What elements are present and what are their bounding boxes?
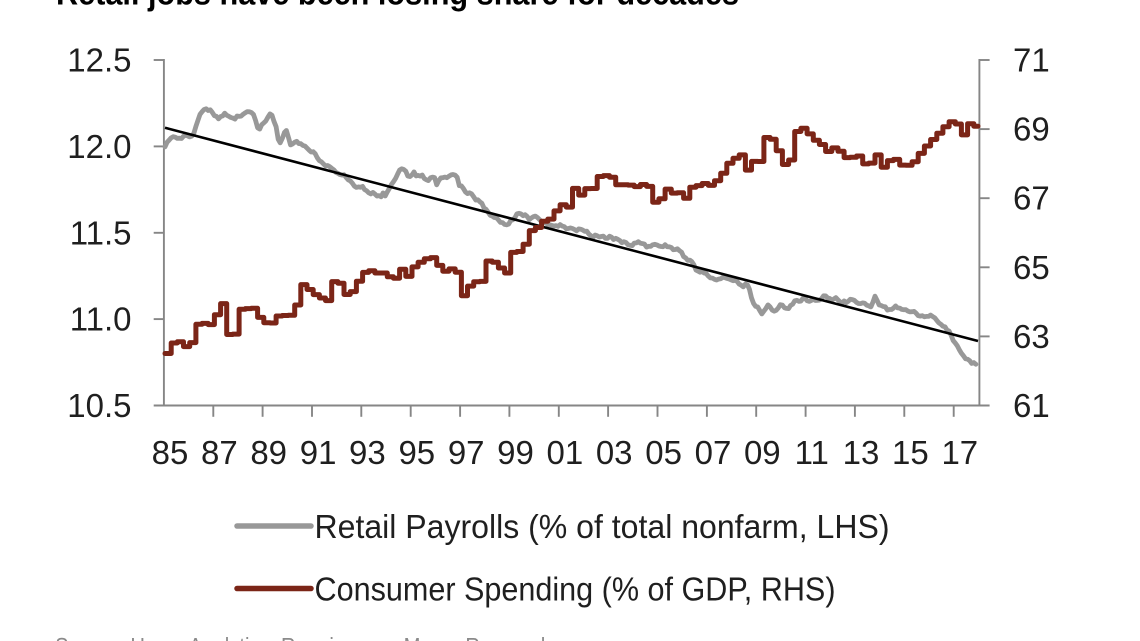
svg-text:05: 05: [645, 434, 682, 471]
svg-text:09: 09: [744, 434, 781, 471]
svg-text:13: 13: [843, 434, 880, 471]
svg-text:17: 17: [941, 434, 978, 471]
svg-text:93: 93: [349, 434, 386, 471]
svg-text:71: 71: [1013, 42, 1050, 79]
svg-text:97: 97: [448, 434, 485, 471]
svg-text:10.5: 10.5: [67, 387, 131, 424]
svg-text:67: 67: [1013, 180, 1050, 217]
svg-text:01: 01: [547, 434, 584, 471]
svg-text:11.0: 11.0: [70, 301, 132, 338]
svg-text:15: 15: [892, 434, 929, 471]
svg-text:07: 07: [695, 434, 732, 471]
svg-text:85: 85: [152, 434, 189, 471]
svg-text:65: 65: [1013, 249, 1050, 286]
svg-text:89: 89: [250, 434, 287, 471]
svg-text:03: 03: [596, 434, 633, 471]
svg-text:61: 61: [1013, 387, 1050, 424]
svg-text:12.5: 12.5: [67, 42, 131, 79]
svg-text:69: 69: [1013, 111, 1050, 148]
svg-text:91: 91: [300, 434, 337, 471]
svg-text:11.5: 11.5: [70, 214, 132, 251]
svg-text:Retail jobs have been losing s: Retail jobs have been losing share for d…: [56, 0, 739, 13]
svg-text:63: 63: [1013, 318, 1050, 355]
svg-text:Consumer Spending (% of GDP, R: Consumer Spending (% of GDP, RHS): [315, 571, 836, 608]
svg-text:95: 95: [398, 434, 435, 471]
svg-text:12.0: 12.0: [67, 128, 131, 165]
svg-text:11: 11: [795, 434, 829, 471]
svg-text:Retail Payrolls (% of total no: Retail Payrolls (% of total nonfarm, LHS…: [315, 508, 890, 545]
svg-text:87: 87: [201, 434, 238, 471]
svg-text:99: 99: [497, 434, 534, 471]
svg-text:Source: Haver Analytics, Renai: Source: Haver Analytics, Renaissance Mac…: [55, 634, 552, 641]
